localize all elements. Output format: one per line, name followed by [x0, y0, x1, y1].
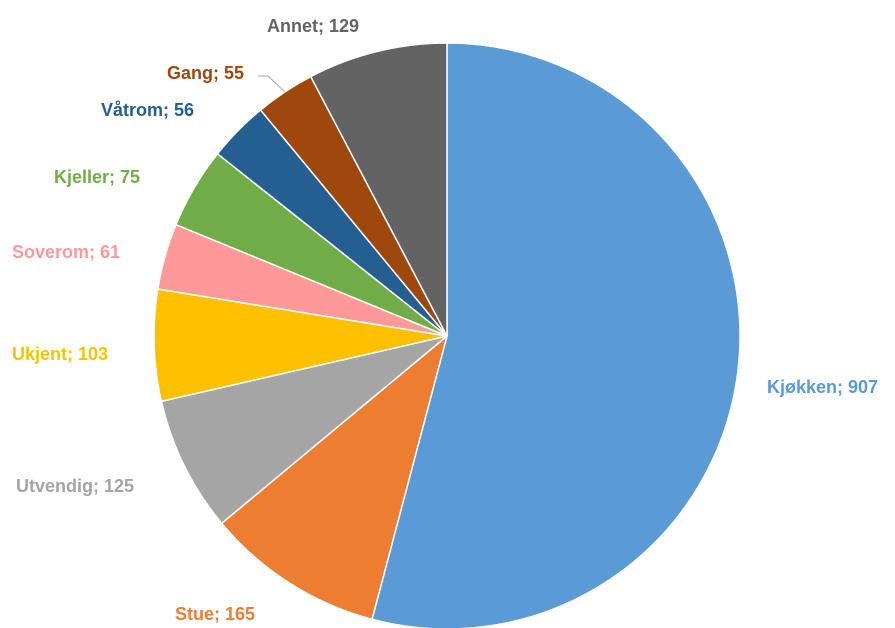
- pie-slice-annet: [309, 42, 448, 337]
- pie-slices: [153, 42, 741, 628]
- pie-slice-utvendig: [160, 335, 448, 525]
- data-label-gang: Gang; 55: [167, 63, 244, 83]
- pie-slice-stue: [220, 333, 449, 621]
- data-label-utvendig: Utvendig; 125: [16, 476, 134, 496]
- data-label-annet: Annet; 129: [267, 16, 359, 36]
- data-label-kjeller: Kjeller; 75: [54, 167, 140, 187]
- pie-slice-kjokken: [371, 42, 741, 628]
- data-label-ukjent: Ukjent; 103: [12, 344, 108, 364]
- leader-line-gang: [258, 75, 286, 93]
- data-label-soverom: Soverom; 61: [12, 242, 120, 262]
- data-label-vatrom: Våtrom; 56: [101, 100, 194, 120]
- data-label-stue: Stue; 165: [175, 604, 255, 624]
- leader-lines: [258, 75, 286, 93]
- data-label-kjokken: Kjøkken; 907: [767, 377, 878, 397]
- data-labels: Kjøkken; 907 Stue; 165 Utvendig; 125 Ukjent…: [12, 16, 878, 624]
